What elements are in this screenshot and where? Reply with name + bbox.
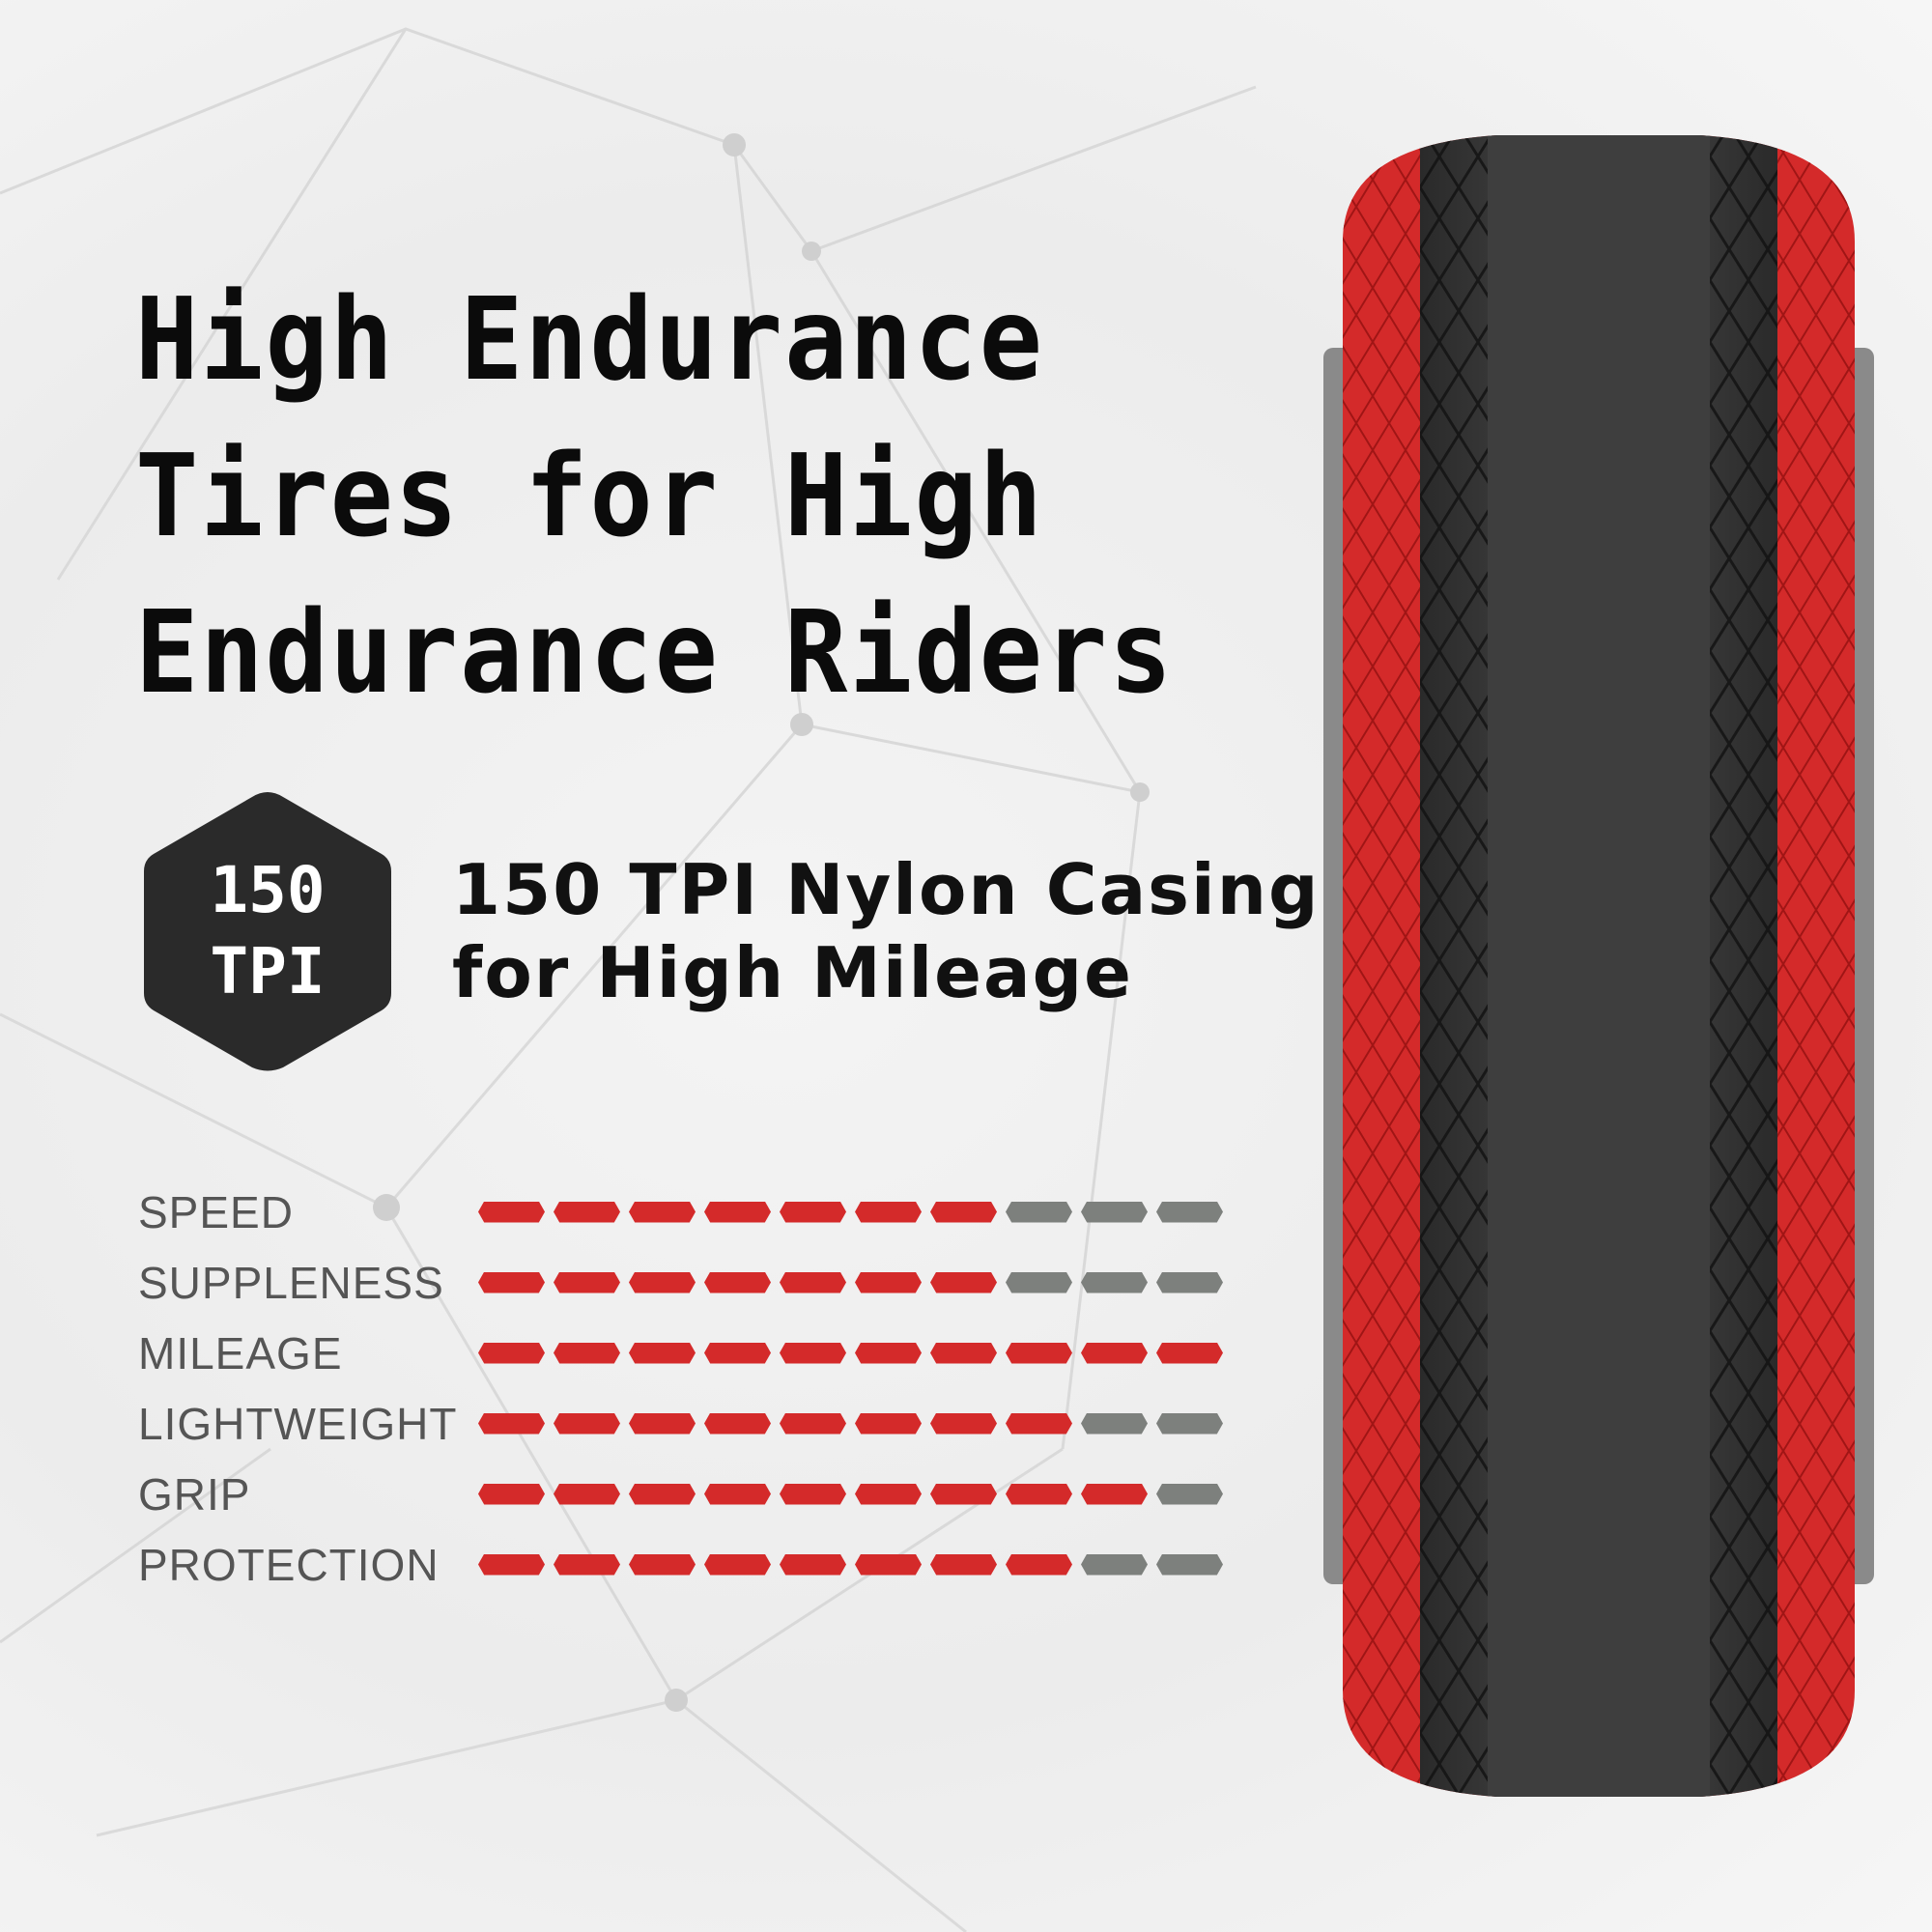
rating-segment-filled [704,1483,771,1505]
hexagon-badge-icon [144,792,391,1071]
rating-segment-empty [1156,1271,1223,1293]
rating-segment-filled [780,1342,846,1364]
rating-row: PROTECTION [138,1529,1223,1600]
rating-segment-empty [1156,1412,1223,1435]
rating-bar [478,1412,1223,1435]
rating-row: SPEED [138,1177,1223,1247]
rating-segment-filled [930,1342,997,1364]
rating-segment-filled [629,1483,696,1505]
rating-segment-filled [780,1483,846,1505]
rating-segment-filled [554,1271,620,1293]
rating-segment-filled [704,1412,771,1435]
rating-row: MILEAGE [138,1318,1223,1388]
rating-segment-filled [478,1412,545,1435]
headline-line: High Endurance [135,272,1044,406]
rating-segment-filled [478,1483,545,1505]
rating-segment-filled [629,1342,696,1364]
rating-segment-filled [855,1271,922,1293]
rating-segment-filled [855,1412,922,1435]
rating-segment-filled [478,1201,545,1223]
rating-segment-filled [554,1483,620,1505]
rating-label: GRIP [138,1468,251,1520]
rating-segment-filled [930,1271,997,1293]
rating-label: SPEED [138,1186,294,1237]
rating-segment-filled [629,1271,696,1293]
rating-segment-filled [855,1201,922,1223]
rating-segment-empty [1156,1553,1223,1576]
rating-row: SUPPLENESS [138,1247,1223,1318]
rating-segment-filled [478,1271,545,1293]
rating-segment-filled [930,1412,997,1435]
rating-bar [478,1201,1223,1223]
rating-segment-filled [554,1342,620,1364]
rating-segment-empty [1081,1271,1148,1293]
rating-segment-empty [1081,1412,1148,1435]
rating-segment-empty [1156,1483,1223,1505]
rating-bar [478,1342,1223,1364]
rating-bar [478,1553,1223,1576]
rating-segment-filled [478,1342,545,1364]
rating-segment-filled [855,1553,922,1576]
rating-segment-empty [1006,1271,1072,1293]
rating-segment-filled [704,1201,771,1223]
tire-image [1323,135,1874,1797]
rating-segment-filled [930,1553,997,1576]
badge-line: 150 [210,853,326,927]
rating-segment-filled [780,1271,846,1293]
rating-label: MILEAGE [138,1327,343,1378]
headline-line: Tires for High [135,429,1044,562]
rating-bar [478,1483,1223,1505]
rating-segment-filled [930,1483,997,1505]
rating-segment-empty [1156,1201,1223,1223]
rating-segment-filled [478,1553,545,1576]
rating-label: SUPPLENESS [138,1257,444,1308]
rating-segment-filled [629,1201,696,1223]
feature-line: for High Mileage [452,932,1133,1013]
rating-segment-filled [780,1201,846,1223]
badge-line: TPI [210,934,326,1009]
rating-segment-filled [704,1553,771,1576]
rating-segment-filled [855,1483,922,1505]
headline-line: Endurance Riders [135,585,1175,719]
rating-segment-filled [855,1342,922,1364]
rating-segment-filled [1156,1342,1223,1364]
rating-segment-filled [554,1201,620,1223]
rating-segment-filled [1081,1483,1148,1505]
rating-segment-filled [1006,1483,1072,1505]
rating-segment-filled [780,1412,846,1435]
badge-text: 150 TPI [138,850,397,1012]
rating-segment-filled [1006,1412,1072,1435]
feature-line: 150 TPI Nylon Casing [452,849,1321,930]
rating-segment-filled [629,1553,696,1576]
rating-segment-filled [1006,1342,1072,1364]
rating-segment-filled [780,1553,846,1576]
rating-row: LIGHTWEIGHT [138,1388,1223,1459]
rating-segment-filled [704,1342,771,1364]
rating-segment-empty [1081,1553,1148,1576]
headline: High Endurance Tires for High Endurance … [135,261,1174,730]
rating-label: LIGHTWEIGHT [138,1398,458,1449]
rating-segment-filled [554,1553,620,1576]
rating-segment-filled [629,1412,696,1435]
rating-bar [478,1271,1223,1293]
rating-segment-filled [554,1412,620,1435]
ratings-list: SPEED SUPPLENESS MILEAGE LIGHTWEIGHT GRIP PRO… [138,1177,1223,1600]
rating-segment-filled [1081,1342,1148,1364]
rating-segment-filled [1006,1553,1072,1576]
rating-segment-filled [704,1271,771,1293]
rating-segment-empty [1006,1201,1072,1223]
rating-row: GRIP [138,1459,1223,1529]
rating-segment-filled [930,1201,997,1223]
rating-label: PROTECTION [138,1539,440,1590]
feature-text: 150 TPI Nylon Casing for High Mileage [452,848,1321,1014]
rating-segment-empty [1081,1201,1148,1223]
